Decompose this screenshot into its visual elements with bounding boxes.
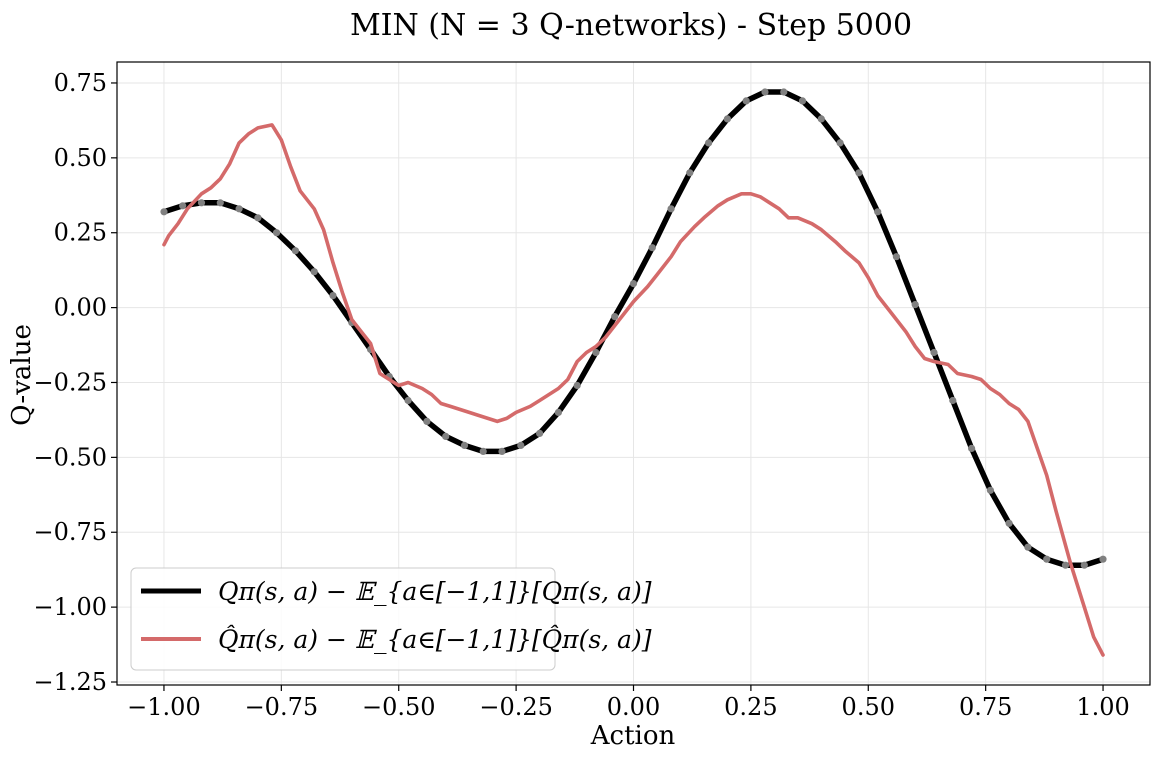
data-point-true-q [536,429,544,437]
data-point-true-q [629,280,638,288]
data-point-true-q [442,432,450,440]
data-point-true-q [197,199,206,207]
data-point-true-q [949,396,957,405]
data-point-true-q [780,88,788,96]
data-point-true-q [874,208,882,216]
y-axis-label: Q-value [7,324,37,426]
x-tick-label: 0.25 [724,693,777,721]
y-tick-label: 0.00 [54,294,107,322]
data-point-true-q [648,244,656,252]
y-tick-label: −1.25 [33,668,107,696]
legend-label-estimated-q: Q̂π(s, a) − 𝔼_{a∈[−1,1]}[Q̂π(s, a)] [218,625,652,654]
data-point-true-q [968,444,976,452]
x-tick-label: 0.50 [842,693,895,721]
data-point-true-q [423,417,431,425]
data-point-true-q [761,88,769,96]
x-tick-label: −1.00 [127,693,201,721]
data-point-true-q [705,139,713,147]
x-tick-label: −0.50 [362,693,436,721]
data-point-true-q [836,139,844,147]
data-point-true-q [291,247,299,255]
y-tick-label: −0.75 [33,518,107,546]
legend-label-true-q: Qπ(s, a) − 𝔼_{a∈[−1,1]}[Qπ(s, a)] [218,577,652,606]
x-tick-label: 0.00 [607,693,660,721]
data-point-true-q [1061,561,1070,569]
data-point-true-q [1024,543,1032,551]
data-point-true-q [686,169,694,177]
data-point-true-q [667,205,675,213]
data-point-true-q [498,447,506,455]
y-tick-label: −0.25 [33,368,107,396]
data-point-true-q [404,396,412,405]
legend: Qπ(s, a) − 𝔼_{a∈[−1,1]}[Qπ(s, a)] Q̂π(s,… [130,567,652,671]
data-point-true-q [254,214,262,222]
chart-title: MIN (N = 3 Q-networks) - Step 5000 [350,8,912,43]
data-point-true-q [723,115,732,123]
axis-ticks: −1.00 −0.75 −0.50 −0.25 0.00 0.25 0.50 0.75 1.00… [33,69,1129,721]
data-point-true-q [817,115,825,123]
data-point-true-q [329,292,337,300]
data-point-true-q [592,348,600,357]
data-point-true-q [235,205,243,213]
data-point-true-q [179,202,187,210]
data-point-true-q [160,208,168,216]
data-point-true-q [554,408,563,416]
x-tick-label: −0.75 [245,693,319,721]
y-tick-label: −1.00 [33,593,107,621]
data-point-true-q [273,229,281,237]
data-point-true-q [911,301,919,309]
y-tick-label: 0.50 [54,144,107,172]
data-point-true-q [742,97,750,105]
data-point-true-q [573,381,581,390]
y-tick-label: 0.25 [54,219,107,247]
data-point-true-q [1043,555,1051,563]
x-tick-label: 0.75 [959,693,1012,721]
x-axis-label: Action [590,721,676,751]
data-point-true-q [1080,561,1088,569]
data-point-true-q [986,486,995,494]
series-line-estimated-q [162,123,1105,657]
data-point-true-q [1005,519,1013,527]
y-tick-label: 0.75 [54,69,107,97]
data-point-true-q [611,313,619,321]
data-point-true-q [460,441,469,449]
data-point-true-q [892,253,901,261]
data-point-true-q [1099,555,1107,563]
y-tick-label: −0.50 [33,443,107,471]
data-point-true-q [479,447,487,455]
data-point-true-q [798,97,807,105]
x-tick-label: −0.25 [479,693,553,721]
series-layer [160,88,1107,657]
data-point-true-q [855,169,863,177]
data-point-true-q [216,199,224,207]
data-point-true-q [310,268,318,276]
data-point-true-q [517,441,525,449]
legend-box [130,567,556,671]
x-tick-label: 1.00 [1076,693,1129,721]
data-point-true-q [930,348,938,357]
